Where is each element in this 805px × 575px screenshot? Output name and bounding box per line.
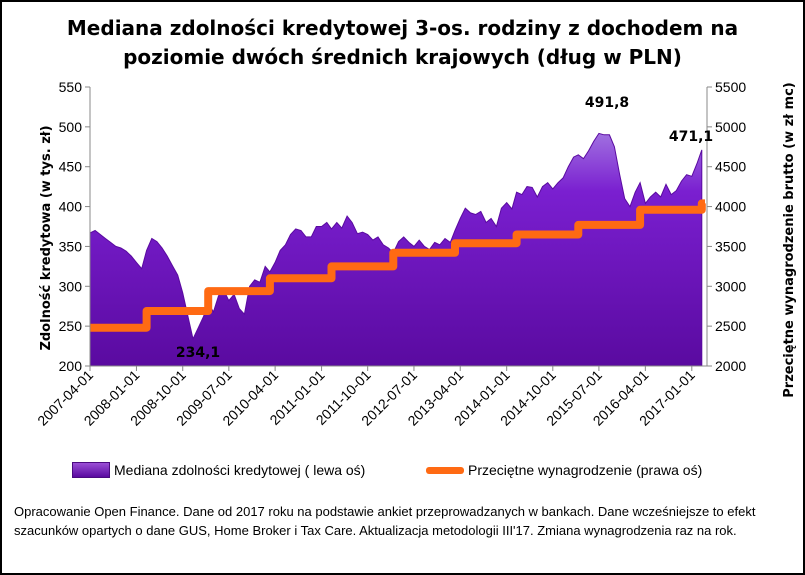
y-right-tick-label: 3500 bbox=[715, 238, 746, 254]
y-left-tick-label: 250 bbox=[59, 318, 83, 334]
legend-item-area: Mediana zdolności kredytowej ( lewa oś) bbox=[72, 462, 365, 478]
y-left-tick-label: 200 bbox=[59, 358, 83, 374]
data-label-annotation: 234,1 bbox=[176, 345, 220, 361]
y-right-tick-label: 3000 bbox=[715, 278, 746, 294]
data-label-annotation: 491,8 bbox=[585, 95, 629, 111]
y-right-tick-label: 4000 bbox=[715, 199, 746, 215]
y-right-tick-label: 2000 bbox=[715, 358, 746, 374]
y-left-tick-label: 500 bbox=[59, 119, 83, 135]
legend-item-line: Przeciętne wynagrodzenie (prawa oś) bbox=[426, 462, 702, 478]
y-axis-right-label: Przeciętne wynagrodzenie brutto (w zł mc… bbox=[782, 82, 797, 397]
legend-label-area: Mediana zdolności kredytowej ( lewa oś) bbox=[114, 462, 366, 478]
y-left-tick-label: 450 bbox=[59, 159, 83, 175]
y-left-tick-label: 400 bbox=[59, 199, 83, 215]
legend-swatch-area bbox=[72, 462, 110, 478]
series-line-wynagrodzenie bbox=[90, 199, 706, 332]
y-left-tick-label: 300 bbox=[59, 278, 83, 294]
y-right-tick-label: 5000 bbox=[715, 119, 746, 135]
y-right-tick-label: 2500 bbox=[715, 318, 746, 334]
y-right-tick-label: 4500 bbox=[715, 159, 746, 175]
legend-swatch-line bbox=[426, 466, 464, 474]
y-left-tick-label: 350 bbox=[59, 238, 83, 254]
chart-title: Mediana zdolności kredytowej 3-os. rodzi… bbox=[66, 16, 739, 69]
plot-area: 200 250 300 350 400 450 500 550 2000 2500 3000 3500… bbox=[34, 79, 746, 429]
y-left-tick-label: 550 bbox=[59, 79, 83, 95]
y-axis-left-label: Zdolność kredytowa (w tys. zł) bbox=[39, 125, 54, 350]
y-right-tick-label: 5500 bbox=[715, 79, 746, 95]
legend-label-line: Przeciętne wynagrodzenie (prawa oś) bbox=[468, 462, 703, 478]
source-note: Opracowanie Open Finance. Dane od 2017 r… bbox=[14, 504, 756, 538]
data-label-annotation: 471,1 bbox=[669, 129, 713, 145]
